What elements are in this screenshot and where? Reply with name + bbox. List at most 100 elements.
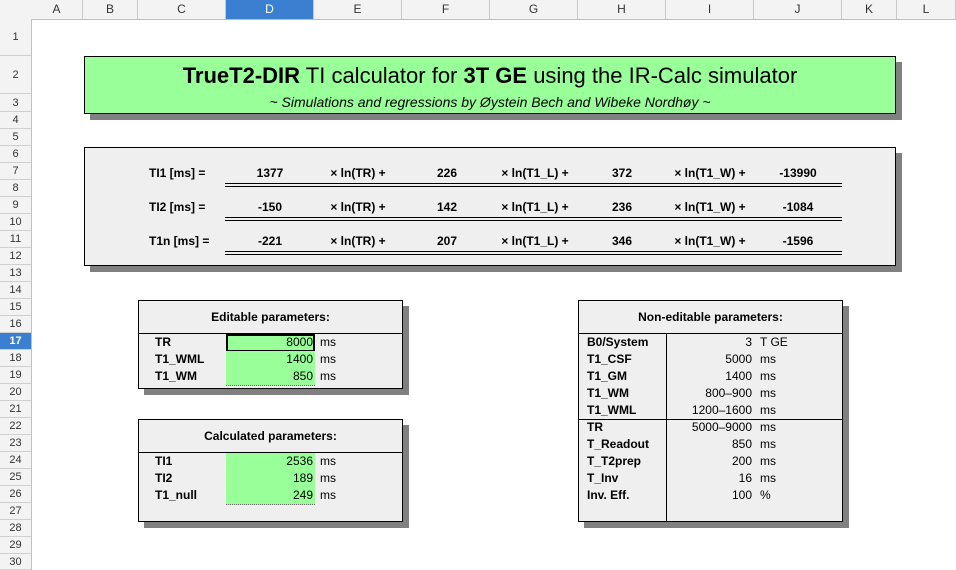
param-value[interactable]: 200 — [731, 454, 752, 468]
param-value[interactable]: 5000–9000 — [691, 420, 752, 434]
row-header-14[interactable]: 14 — [0, 282, 31, 299]
equation-label: TI1 [ms] = — [149, 166, 206, 180]
column-header-d[interactable]: D — [226, 0, 314, 19]
double-underline — [225, 251, 842, 255]
row-header-8[interactable]: 8 — [0, 180, 31, 197]
column-header-l[interactable]: L — [897, 0, 956, 19]
param-row: TR 5000–9000 ms — [579, 419, 842, 436]
row-header-25[interactable]: 25 — [0, 469, 31, 486]
param-name: TR — [587, 420, 603, 434]
row-header-4[interactable]: 4 — [0, 112, 31, 129]
ti2-result-cell[interactable]: 189 — [226, 470, 315, 488]
column-header-f[interactable]: F — [402, 0, 490, 19]
param-value[interactable]: 1400 — [725, 369, 752, 383]
param-value[interactable]: 3 — [745, 335, 752, 349]
row-header-13[interactable]: 13 — [0, 265, 31, 282]
param-name: T1_GM — [587, 369, 628, 383]
row-header-5[interactable]: 5 — [0, 129, 31, 146]
row-header-21[interactable]: 21 — [0, 401, 31, 418]
row-header-9[interactable]: 9 — [0, 197, 31, 214]
title-box: TrueT2-DIR TI calculator for 3T GE using… — [84, 56, 896, 114]
row-header-1[interactable]: 1 — [0, 19, 31, 56]
title-text-2: using the IR-Calc simulator — [527, 63, 798, 88]
column-header-e[interactable]: E — [314, 0, 402, 19]
row-header-23[interactable]: 23 — [0, 435, 31, 452]
param-unit: % — [760, 488, 771, 502]
row-header-16[interactable]: 16 — [0, 316, 31, 333]
row-header-6[interactable]: 6 — [0, 146, 31, 163]
constant-cell[interactable]: -1084 — [782, 200, 814, 214]
param-value[interactable]: 5000 — [725, 352, 752, 366]
row-header-17[interactable]: 17 — [0, 333, 31, 350]
row-header-24[interactable]: 24 — [0, 452, 31, 469]
row-header-28[interactable]: 28 — [0, 520, 31, 537]
row-header-22[interactable]: 22 — [0, 418, 31, 435]
title: TrueT2-DIR TI calculator for 3T GE using… — [85, 63, 895, 89]
param-value[interactable]: 1200–1600 — [691, 403, 752, 417]
coefficient-cell[interactable]: 372 — [611, 166, 633, 180]
row-header-19[interactable]: 19 — [0, 367, 31, 384]
row-header-18[interactable]: 18 — [0, 350, 31, 367]
row-header-2[interactable]: 2 — [0, 56, 31, 94]
non-editable-parameters-header: Non-editable parameters: — [579, 301, 842, 334]
param-unit: ms — [760, 437, 776, 451]
row-header-15[interactable]: 15 — [0, 299, 31, 316]
operator-text: × ln(T1_W) + — [674, 200, 746, 214]
calculated-parameters-box: Calculated parameters: TI1 2536 ms TI2 1… — [138, 419, 403, 522]
coefficient-cell[interactable]: -221 — [257, 234, 283, 248]
coefficient-cell[interactable]: 142 — [436, 200, 458, 214]
t1-null-result-cell[interactable]: 249 — [226, 487, 315, 505]
param-value[interactable]: 16 — [738, 471, 752, 485]
row-header-11[interactable]: 11 — [0, 231, 31, 248]
column-header-c[interactable]: C — [138, 0, 226, 19]
row-header-26[interactable]: 26 — [0, 486, 31, 503]
param-unit: ms — [320, 488, 336, 502]
column-header-g[interactable]: G — [490, 0, 578, 19]
row-header-30[interactable]: 30 — [0, 554, 31, 570]
t1-wml-input-cell[interactable]: 1400 — [226, 351, 315, 369]
editable-parameters-header: Editable parameters: — [139, 301, 402, 334]
coefficient-cell[interactable]: 346 — [611, 234, 633, 248]
column-header-h[interactable]: H — [578, 0, 666, 19]
equation-row-t1n: T1n [ms] = -221 × ln(TR) + 207 × ln(T1_L… — [85, 232, 895, 255]
coefficient-cell[interactable]: 207 — [436, 234, 458, 248]
column-header-b[interactable]: B — [83, 0, 138, 19]
param-name: T_T2prep — [587, 454, 642, 468]
row-header-3[interactable]: 3 — [0, 94, 31, 112]
coefficient-cell[interactable]: 1377 — [256, 166, 284, 180]
param-value[interactable]: 850 — [731, 437, 752, 451]
constant-cell[interactable]: -1596 — [782, 234, 814, 248]
double-underline — [225, 217, 842, 221]
row-header-12[interactable]: 12 — [0, 248, 31, 265]
param-name: TI1 — [155, 454, 173, 468]
row-header-20[interactable]: 20 — [0, 384, 31, 401]
row-header-29[interactable]: 29 — [0, 537, 31, 554]
equation-label: TI2 [ms] = — [149, 200, 206, 214]
column-header-j[interactable]: J — [754, 0, 842, 19]
title-tool-name: TrueT2-DIR — [182, 63, 301, 88]
row-header-27[interactable]: 27 — [0, 503, 31, 520]
t1-wm-input-cell[interactable]: 850 — [226, 368, 315, 386]
double-underline — [225, 183, 842, 187]
param-row: B0/System 3 T GE — [579, 334, 842, 351]
coefficient-cell[interactable]: 236 — [611, 200, 633, 214]
tr-input-cell[interactable]: 8000 — [226, 334, 315, 352]
operator-text: × ln(T1_L) + — [501, 166, 569, 180]
constant-cell[interactable]: -13990 — [779, 166, 817, 180]
param-row: T1_WM 800–900 ms — [579, 385, 842, 402]
ti1-result-cell[interactable]: 2536 — [226, 453, 315, 471]
column-header-i[interactable]: I — [666, 0, 754, 19]
param-value[interactable]: 800–900 — [705, 386, 752, 400]
param-value[interactable]: 100 — [731, 488, 752, 502]
operator-text: × ln(T1_L) + — [501, 200, 569, 214]
coefficient-cell[interactable]: -150 — [257, 200, 283, 214]
param-row: T1_GM 1400 ms — [579, 368, 842, 385]
operator-text: × ln(TR) + — [330, 166, 386, 180]
row-header-7[interactable]: 7 — [0, 163, 31, 180]
column-header-a[interactable]: A — [31, 0, 83, 19]
param-unit: T GE — [760, 335, 788, 349]
param-unit: ms — [320, 352, 336, 366]
coefficient-cell[interactable]: 226 — [436, 166, 458, 180]
row-header-10[interactable]: 10 — [0, 214, 31, 231]
column-header-k[interactable]: K — [842, 0, 897, 19]
